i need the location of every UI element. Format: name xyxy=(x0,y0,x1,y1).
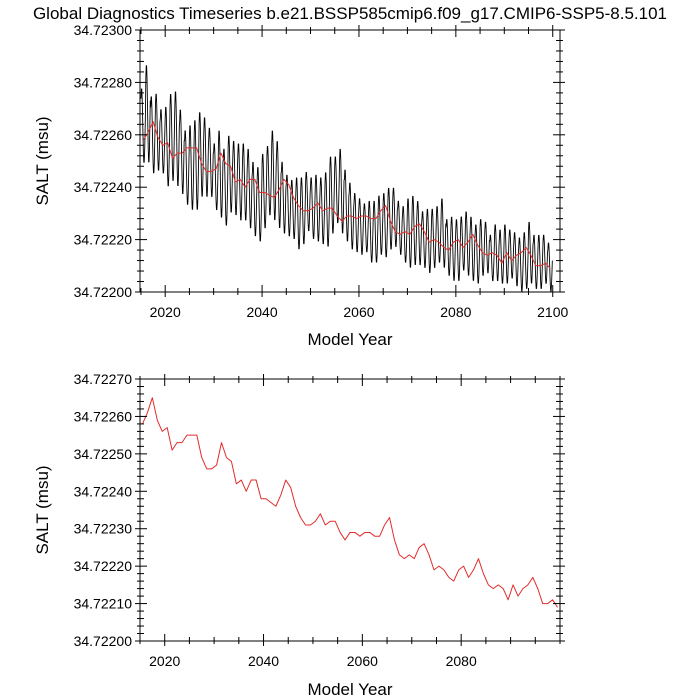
y-tick-label: 34.72220 xyxy=(74,232,133,248)
y-tick-label: 34.72300 xyxy=(74,22,133,38)
y-tick-label: 34.72210 xyxy=(74,596,133,612)
y-tick-label: 34.72200 xyxy=(74,284,133,300)
annual-mean-series-line xyxy=(142,121,551,269)
x-tick-label: 2060 xyxy=(347,653,378,669)
bottom-plot-frame xyxy=(139,378,561,642)
annual-mean-series-line xyxy=(142,397,558,608)
y-tick-label: 34.72260 xyxy=(74,408,133,424)
top-y-axis-label: SALT (msu) xyxy=(33,116,52,205)
x-tick-label: 2060 xyxy=(343,304,374,320)
y-tick-label: 34.72240 xyxy=(74,179,133,195)
bottom-y-axis-ticks: 34.72200 34.72210 34.72220 34.72230 34.72240… xyxy=(74,371,565,649)
bottom-annual-mean-series xyxy=(142,397,558,608)
x-tick-label: 2020 xyxy=(150,304,181,320)
top-monthly-series xyxy=(140,65,553,292)
y-tick-label: 34.72230 xyxy=(74,521,133,537)
x-tick-label: 2020 xyxy=(149,653,180,669)
y-tick-label: 34.72270 xyxy=(74,371,133,387)
y-tick-label: 34.72200 xyxy=(74,633,133,649)
x-tick-label: 2080 xyxy=(440,304,471,320)
x-tick-label: 2040 xyxy=(246,304,277,320)
monthly-series-line xyxy=(140,65,553,292)
x-tick-label: 2040 xyxy=(248,653,279,669)
y-tick-label: 34.72260 xyxy=(74,127,133,143)
bottom-x-axis-ticks: 2020 2040 2060 2080 xyxy=(139,374,561,669)
x-tick-label: 2100 xyxy=(537,304,568,320)
top-x-axis-label: Model Year xyxy=(307,330,392,349)
bottom-plot-panel: 34.72200 34.72210 34.72220 34.72230 34.72240… xyxy=(33,371,565,699)
y-tick-label: 34.72240 xyxy=(74,483,133,499)
bottom-y-axis-label: SALT (msu) xyxy=(33,465,52,554)
y-tick-label: 34.72280 xyxy=(74,74,133,90)
top-y-axis-ticks: 34.72200 34.72220 34.72240 34.72260 34.72280… xyxy=(74,22,565,300)
x-tick-label: 2080 xyxy=(446,653,477,669)
top-annual-mean-series xyxy=(142,121,551,269)
top-x-axis-ticks: 2020 2040 2060 2080 2100 xyxy=(140,25,569,320)
chart-title: Global Diagnostics Timeseries b.e21.BSSP… xyxy=(33,4,667,23)
top-plot-panel: Global Diagnostics Timeseries b.e21.BSSP… xyxy=(33,4,667,349)
top-plot-frame xyxy=(139,29,561,293)
y-tick-label: 34.72250 xyxy=(74,446,133,462)
bottom-x-axis-label: Model Year xyxy=(307,680,392,699)
y-tick-label: 34.72220 xyxy=(74,558,133,574)
